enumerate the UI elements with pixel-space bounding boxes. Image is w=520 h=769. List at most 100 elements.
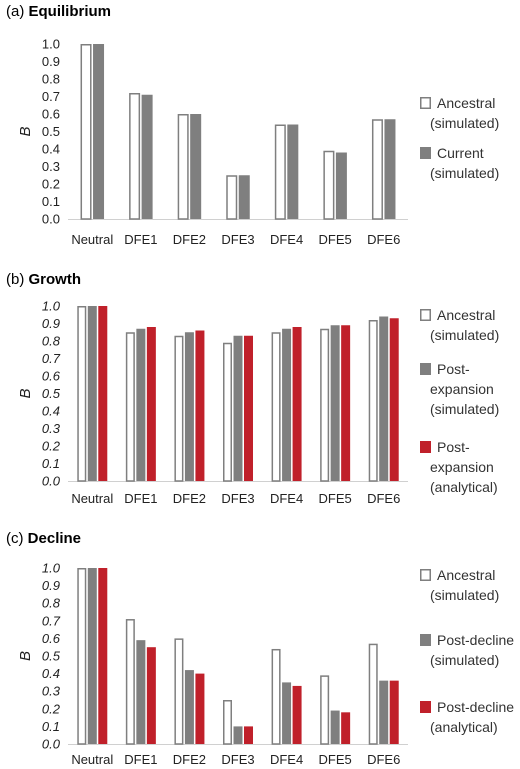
y-tick-label: 0.6 (42, 107, 60, 122)
y-tick-label: 0.1 (42, 194, 60, 209)
bar (244, 335, 253, 481)
y-tick-label: 0.0 (42, 737, 61, 752)
legend-label: expansion (430, 459, 494, 475)
y-tick-label: 0.7 (42, 613, 61, 628)
bar (125, 332, 135, 482)
x-tick-label: DFE1 (124, 232, 157, 247)
bar (379, 680, 389, 744)
bar (223, 342, 232, 482)
legend-label: (simulated) (430, 652, 499, 668)
chart-panel-3: (c) Decline B 0.0 0.1 0.2 0.3 0.4 0.5 0.6 0.7 0.8 0… (6, 530, 514, 767)
x-tick-label: DFE3 (221, 491, 254, 506)
bar (271, 648, 281, 745)
legend-swatch (420, 309, 431, 321)
chart-panel-2: (b) Growth B 0.0 0.1 0.2 0.3 0.4 0.5 0.6 0.7 0.8 0.… (6, 271, 499, 506)
panel-title: (a) Equilibrium (6, 3, 111, 20)
x-tick-label: DFE5 (319, 491, 352, 506)
bar (292, 327, 302, 481)
bar (223, 700, 232, 745)
bar (195, 673, 205, 744)
y-tick-label: 0.5 (42, 124, 60, 139)
legend-label: Post-decline (437, 632, 514, 648)
bar (190, 114, 202, 219)
bar (384, 119, 396, 219)
bar (238, 175, 250, 219)
bar (93, 44, 105, 219)
y-tick-label: 0.1 (42, 456, 60, 471)
bar (87, 568, 97, 744)
bar (379, 316, 389, 481)
bar (320, 328, 330, 482)
y-tick-label: 0.6 (42, 369, 61, 384)
y-tick-label: 0.2 (42, 177, 60, 192)
x-tick-label: DFE6 (367, 752, 400, 767)
x-tick-label: Neutral (71, 752, 113, 767)
y-tick-label: 0.2 (42, 439, 61, 454)
legend-swatch (420, 441, 431, 453)
y-tick-label: 0.9 (42, 316, 60, 331)
legend-swatch (420, 363, 431, 375)
panel-title: (c) Decline (6, 530, 81, 547)
bar (330, 325, 340, 481)
legend-label: Post- (437, 361, 470, 377)
x-tick-label: DFE5 (319, 752, 352, 767)
bar (125, 619, 135, 745)
legend-label: (analytical) (430, 479, 498, 495)
y-tick-label: 1.0 (42, 37, 60, 52)
bar (174, 335, 184, 482)
legend-label: (simulated) (430, 115, 499, 131)
x-tick-label: DFE4 (270, 232, 303, 247)
legend-label: (simulated) (430, 165, 499, 181)
y-axis-label: B (17, 388, 34, 398)
x-tick-label: DFE6 (367, 232, 400, 247)
y-tick-label: 0.3 (42, 421, 61, 436)
bar (136, 328, 146, 481)
legend-swatch (420, 97, 431, 109)
x-tick-label: DFE2 (173, 752, 206, 767)
panel-name: Growth (29, 271, 82, 288)
y-tick-label: 0.3 (42, 684, 61, 699)
legend-label: (simulated) (430, 587, 499, 603)
bar (136, 640, 146, 744)
y-axis-label: B (17, 126, 34, 136)
y-tick-label: 0.4 (42, 404, 60, 419)
y-tick-label: 0.5 (42, 649, 61, 664)
legend-label: (analytical) (430, 719, 498, 735)
bar (341, 325, 351, 481)
bar (320, 675, 330, 745)
x-tick-label: DFE4 (270, 491, 303, 506)
bar (282, 328, 292, 481)
x-tick-label: DFE5 (319, 232, 352, 247)
legend-swatch (420, 147, 431, 159)
x-tick-label: DFE6 (367, 491, 400, 506)
bar (141, 94, 153, 219)
y-tick-label: 0.8 (42, 72, 60, 87)
legend-label: Ancestral (437, 95, 495, 111)
y-tick-label: 0.0 (42, 212, 60, 227)
x-tick-label: DFE4 (270, 752, 303, 767)
x-tick-label: DFE3 (221, 752, 254, 767)
bar (274, 124, 286, 220)
legend-label: Post-decline (437, 699, 514, 715)
bar (226, 175, 238, 220)
bar (87, 306, 97, 481)
y-tick-label: 0.3 (42, 159, 60, 174)
bar (233, 726, 243, 744)
bar (335, 152, 347, 219)
legend-label: (simulated) (430, 401, 499, 417)
x-tick-label: DFE2 (173, 491, 206, 506)
legend-label: Ancestral (437, 567, 495, 583)
x-tick-label: Neutral (71, 491, 113, 506)
legend-swatch (420, 634, 431, 646)
bar (98, 306, 108, 481)
y-tick-label: 0.7 (42, 89, 60, 104)
y-tick-label: 0.7 (42, 351, 61, 366)
x-tick-label: DFE2 (173, 232, 206, 247)
bar (184, 332, 194, 481)
legend-label: expansion (430, 381, 494, 397)
bar (368, 320, 378, 482)
panel-letter: (b) (6, 271, 29, 288)
bar (389, 680, 399, 744)
panel-name: Equilibrium (29, 3, 112, 20)
panel-title: (b) Growth (6, 271, 81, 288)
